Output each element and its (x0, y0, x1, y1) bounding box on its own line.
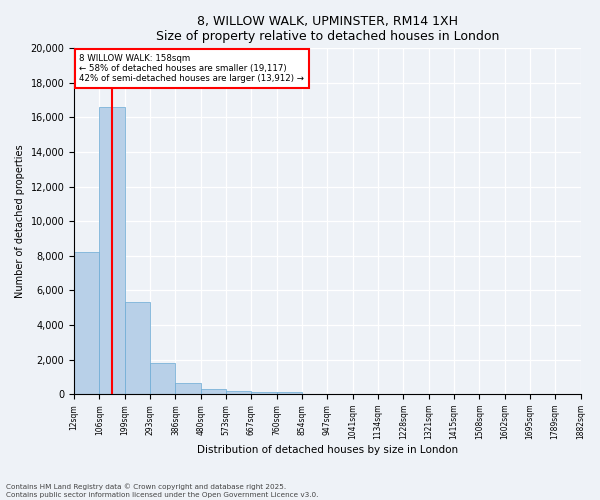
Bar (226, 390, 251, 394)
Text: 8 WILLOW WALK: 158sqm
← 58% of detached houses are smaller (19,117)
42% of semi-: 8 WILLOW WALK: 158sqm ← 58% of detached … (79, 54, 304, 84)
Bar (125, 302, 150, 394)
X-axis label: Distribution of detached houses by size in London: Distribution of detached houses by size … (197, 445, 458, 455)
Bar (100, 107, 125, 394)
Bar (251, 392, 277, 394)
Bar (74, 252, 100, 394)
Bar (150, 362, 175, 394)
Bar (277, 392, 302, 394)
Y-axis label: Number of detached properties: Number of detached properties (15, 144, 25, 298)
Text: Contains HM Land Registry data © Crown copyright and database right 2025.
Contai: Contains HM Land Registry data © Crown c… (6, 484, 319, 498)
Title: 8, WILLOW WALK, UPMINSTER, RM14 1XH
Size of property relative to detached houses: 8, WILLOW WALK, UPMINSTER, RM14 1XH Size… (155, 15, 499, 43)
Bar (175, 382, 201, 394)
Bar (201, 389, 226, 394)
